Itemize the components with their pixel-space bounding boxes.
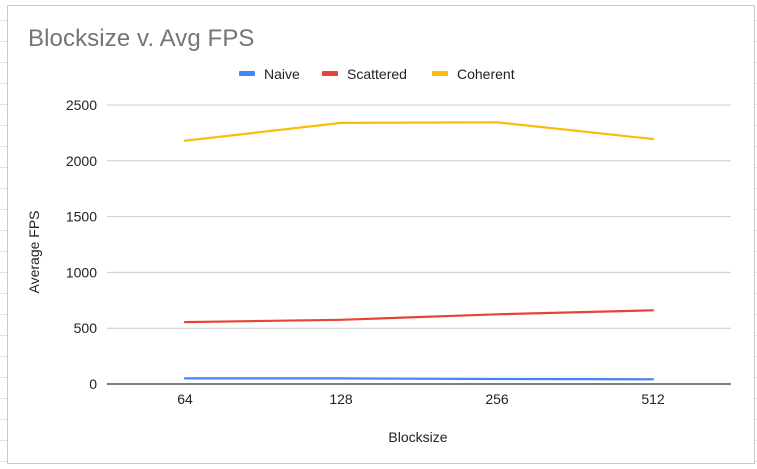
legend-swatch-scattered — [322, 71, 338, 76]
series-line-coherent[interactable] — [183, 121, 655, 142]
y-axis-ticks: 0 500 1000 1500 2000 2500 — [66, 97, 97, 392]
x-axis-title: Blocksize — [388, 429, 447, 445]
legend-swatch-naive — [239, 71, 255, 76]
x-axis-ticks: 64 128 256 512 — [177, 391, 665, 407]
series-line-naive[interactable] — [183, 377, 655, 381]
y-tick-label: 2000 — [66, 153, 97, 169]
legend-label-naive[interactable]: Naive — [264, 66, 300, 82]
legend-swatch-coherent — [432, 71, 448, 76]
series-lines — [183, 121, 655, 381]
y-tick-label: 500 — [74, 320, 98, 336]
x-tick-label: 64 — [177, 391, 193, 407]
x-tick-label: 256 — [485, 391, 509, 407]
chart-container[interactable]: Blocksize v. Avg FPS — [7, 5, 755, 464]
y-tick-label: 0 — [89, 376, 97, 392]
legend: Naive Scattered Coherent — [239, 66, 515, 82]
y-tick-label: 1000 — [66, 264, 97, 280]
chart-title: Blocksize v. Avg FPS — [28, 25, 255, 52]
x-tick-label: 128 — [329, 391, 353, 407]
series-line-scattered[interactable] — [183, 309, 655, 324]
legend-label-scattered[interactable]: Scattered — [347, 66, 407, 82]
y-axis-title: Average FPS — [26, 210, 42, 293]
x-tick-label: 512 — [641, 391, 665, 407]
legend-label-coherent[interactable]: Coherent — [457, 66, 515, 82]
y-tick-label: 1500 — [66, 209, 97, 225]
gridlines — [107, 104, 731, 385]
y-tick-label: 2500 — [66, 97, 97, 113]
